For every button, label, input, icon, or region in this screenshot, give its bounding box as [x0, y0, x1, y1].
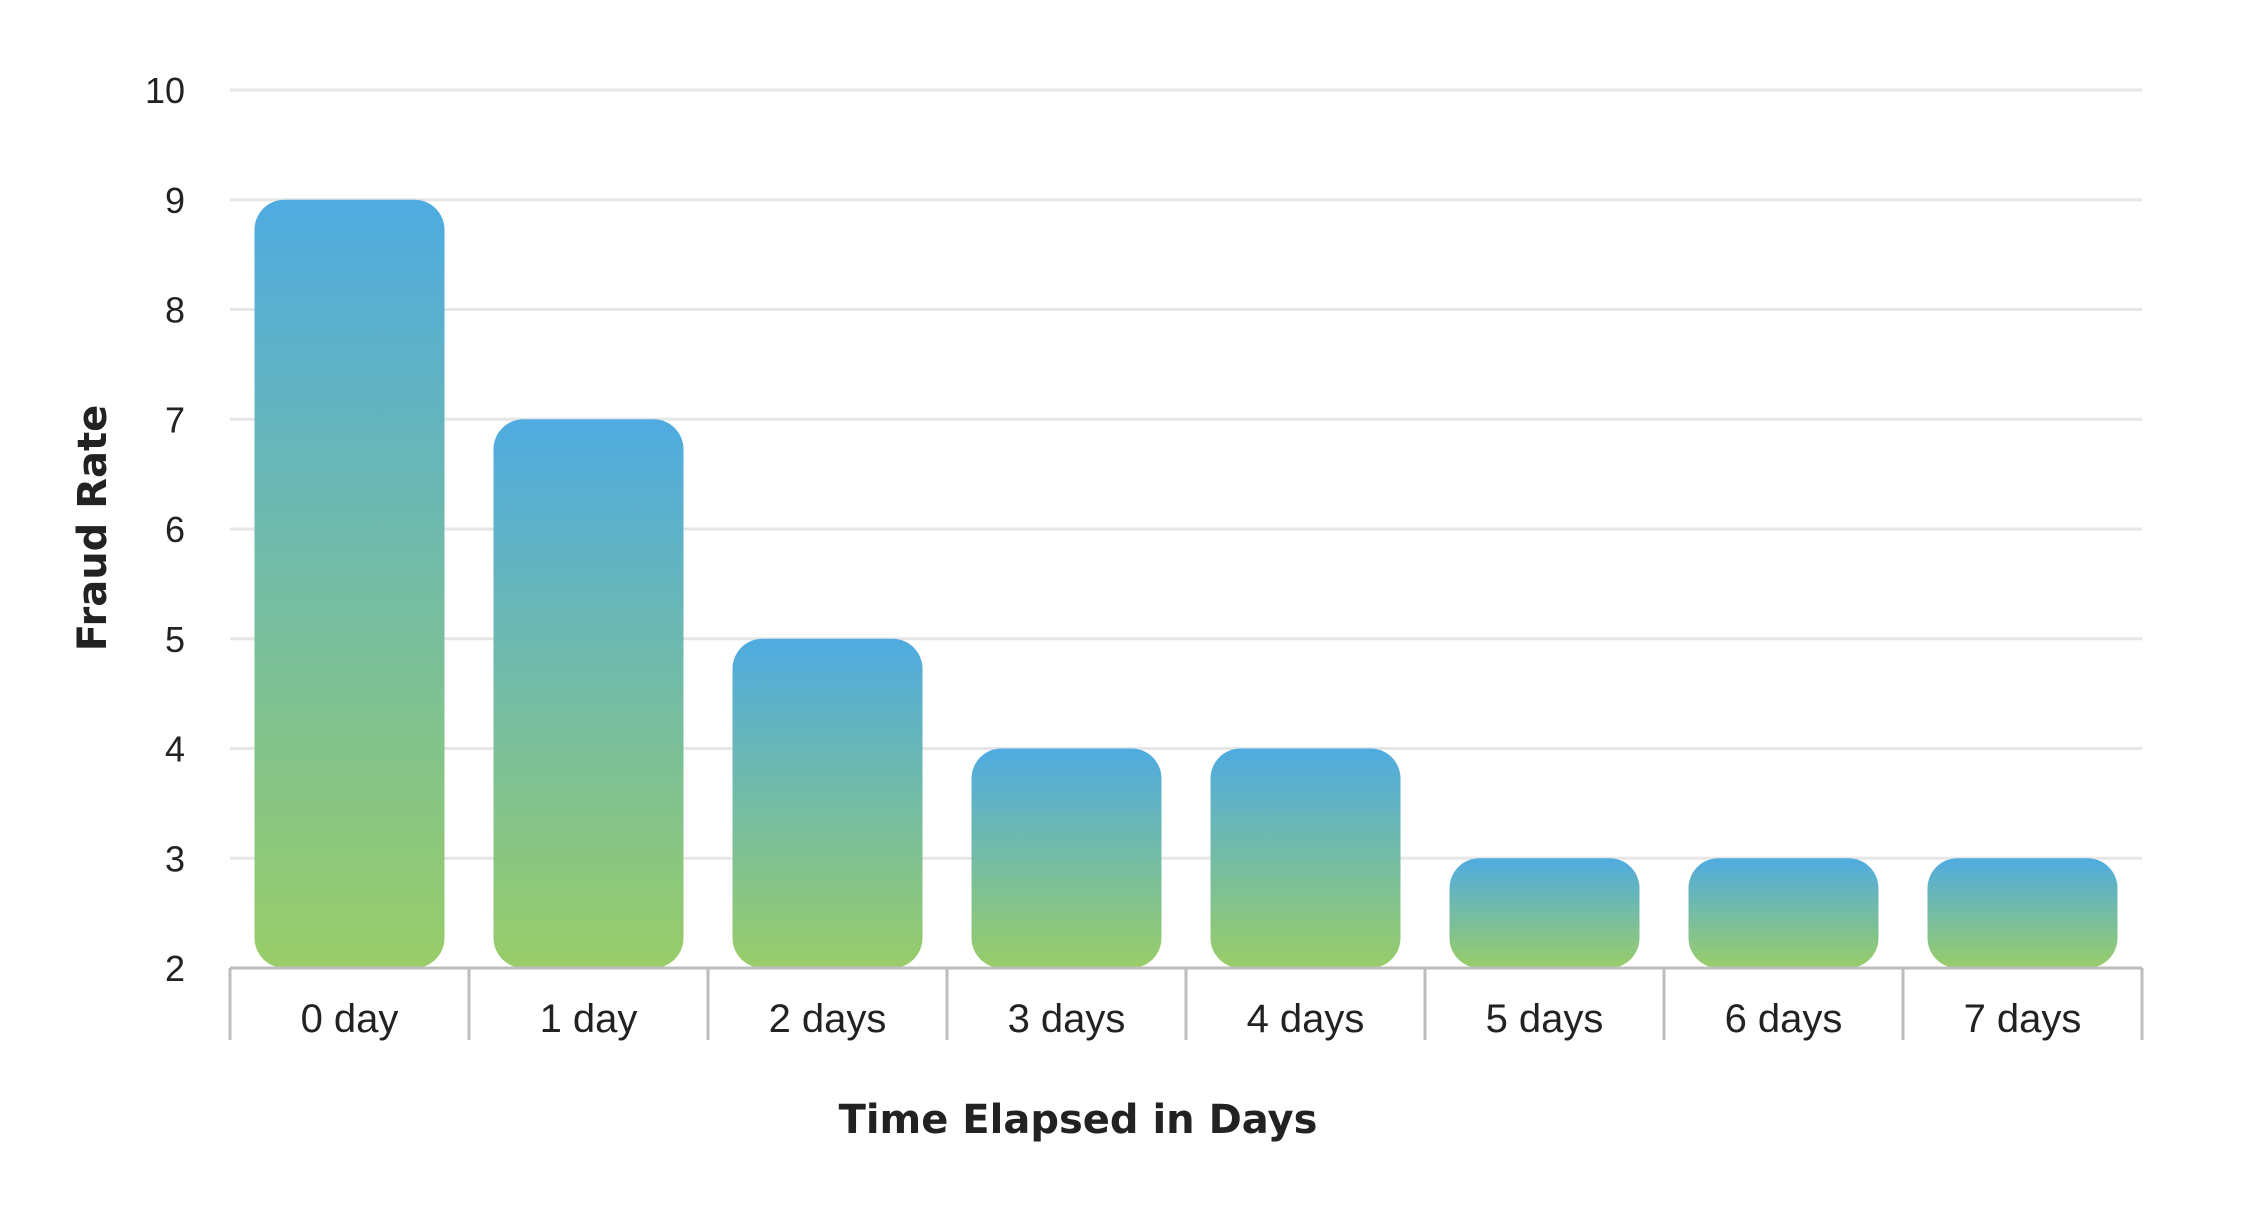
y-tick-label: 3: [165, 838, 185, 879]
x-tick-label: 3 days: [1008, 997, 1126, 1041]
bar: [1688, 858, 1879, 968]
x-tick-label: 1 day: [540, 997, 638, 1041]
x-tick-label: 4 days: [1247, 997, 1365, 1041]
bar: [971, 748, 1162, 968]
y-tick-label: 9: [165, 180, 185, 221]
bar: [1210, 748, 1401, 968]
bar: [1449, 858, 1640, 968]
x-axis: [228, 966, 2144, 1040]
y-tick-labels: 2 3 4 5 6 7 8 9 10: [145, 70, 185, 989]
y-tick-label: 4: [165, 729, 185, 770]
y-tick-label: 2: [165, 948, 185, 989]
bar: [254, 199, 445, 968]
x-tick-labels: 0 day 1 day 2 days 3 days 4 days 5 days 6 days…: [301, 997, 2082, 1041]
bar: [1927, 858, 2118, 968]
x-tick-label: 6 days: [1725, 997, 1843, 1041]
y-tick-label: 7: [165, 399, 185, 440]
x-tick-label: 5 days: [1486, 997, 1604, 1041]
x-tick-label: 7 days: [1964, 997, 2082, 1041]
x-tick-label: 2 days: [769, 997, 887, 1041]
bar: [493, 419, 684, 968]
y-tick-label: 10: [145, 70, 185, 111]
y-tick-label: 8: [165, 290, 185, 331]
x-axis-title: Time Elapsed in Days: [839, 1097, 1318, 1143]
bar: [732, 638, 923, 968]
y-tick-label: 6: [165, 509, 185, 550]
bars: [254, 199, 2118, 968]
y-tick-label: 5: [165, 619, 185, 660]
y-axis-title: Fraud Rate: [70, 405, 116, 652]
x-tick-label: 0 day: [301, 997, 399, 1041]
